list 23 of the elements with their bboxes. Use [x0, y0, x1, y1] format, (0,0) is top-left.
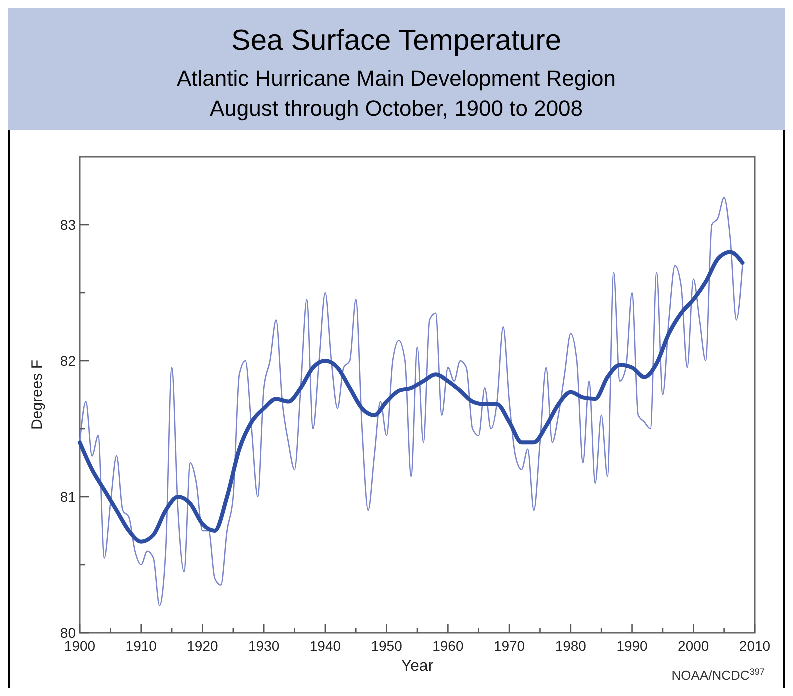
- x-tick-label: 1930: [248, 638, 280, 654]
- text: NOAA/NCDC$^{397}$: [672, 667, 765, 683]
- x-tick-label: 1970: [494, 638, 526, 654]
- y-tick-label: 83: [60, 217, 76, 233]
- x-tick-label: 1910: [126, 638, 158, 654]
- x-tick-label: 1920: [187, 638, 219, 654]
- y-axis-title: Degrees F: [29, 360, 46, 430]
- x-tick-label: 1900: [64, 638, 96, 654]
- x-tick-label: 2010: [739, 638, 771, 654]
- y-tick-label: 81: [60, 489, 76, 505]
- y-tick-label: 82: [60, 353, 76, 369]
- x-tick-label: 1990: [616, 638, 648, 654]
- x-tick-label: 1950: [371, 638, 403, 654]
- x-tick-label: 2000: [678, 638, 710, 654]
- x-tick-label: 1960: [432, 638, 464, 654]
- chart-subtitle: Atlantic Hurricane Main Development Region August through October, 1900 to 2008: [177, 66, 616, 121]
- x-tick-label: 1980: [555, 638, 587, 654]
- x-tick-label: 1940: [310, 638, 342, 654]
- chart-title: Sea Surface Temperature: [232, 25, 562, 57]
- line-series: [79, 197, 744, 606]
- y-tick-label: 80: [60, 625, 76, 641]
- line-series: [78, 250, 745, 544]
- x-axis-title: Year: [401, 658, 434, 675]
